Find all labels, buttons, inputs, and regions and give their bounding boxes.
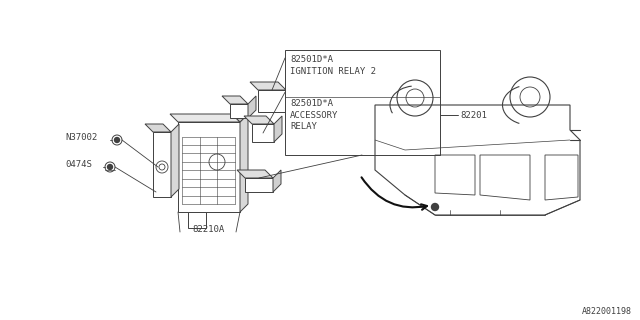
Bar <box>252 124 274 142</box>
Circle shape <box>108 164 113 170</box>
Circle shape <box>431 204 438 211</box>
Polygon shape <box>250 82 286 90</box>
Polygon shape <box>145 124 171 132</box>
Polygon shape <box>237 170 273 178</box>
Bar <box>285 50 440 155</box>
Text: N37002: N37002 <box>65 133 97 142</box>
Bar <box>258 90 286 112</box>
Text: 82501D*A: 82501D*A <box>290 99 333 108</box>
Polygon shape <box>171 124 179 197</box>
Bar <box>178 122 240 212</box>
Text: IGNITION RELAY 2: IGNITION RELAY 2 <box>290 67 376 76</box>
Polygon shape <box>274 116 282 142</box>
Text: A822001198: A822001198 <box>582 307 632 316</box>
Polygon shape <box>286 82 294 112</box>
Bar <box>230 104 248 118</box>
Text: 0474S: 0474S <box>65 160 92 169</box>
Polygon shape <box>170 114 240 122</box>
Polygon shape <box>248 96 256 118</box>
Text: ACCESSORY: ACCESSORY <box>290 111 339 120</box>
Text: RELAY: RELAY <box>290 122 317 131</box>
Text: 82210A: 82210A <box>192 225 224 234</box>
Bar <box>245 178 273 192</box>
Polygon shape <box>244 116 274 124</box>
Polygon shape <box>240 114 248 212</box>
Bar <box>188 212 206 228</box>
Circle shape <box>115 138 120 142</box>
Text: 82501D*A: 82501D*A <box>290 55 333 64</box>
Polygon shape <box>222 96 248 104</box>
Text: 82201: 82201 <box>460 111 487 120</box>
Polygon shape <box>232 106 248 122</box>
Polygon shape <box>273 170 281 192</box>
